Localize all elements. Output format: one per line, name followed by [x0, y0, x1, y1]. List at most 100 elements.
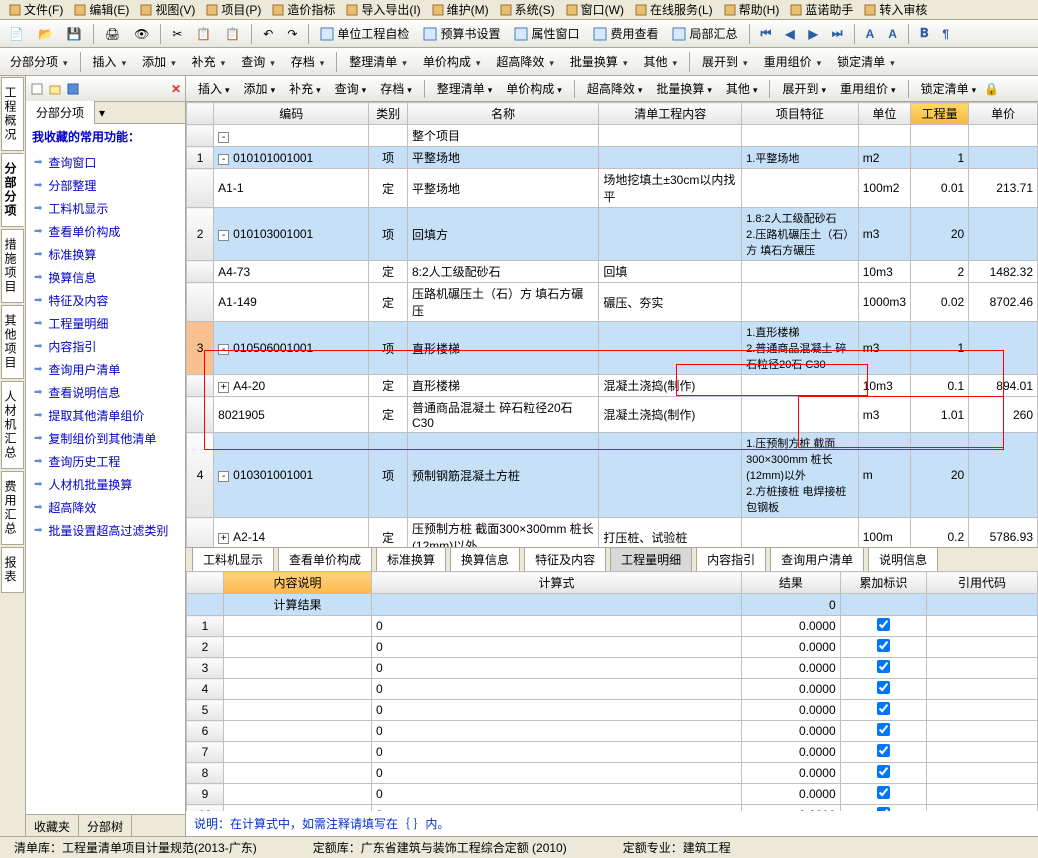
- col-header[interactable]: 清单工程内容: [599, 103, 742, 125]
- nav-icon[interactable]: A: [883, 24, 902, 44]
- drow-num[interactable]: 6: [187, 721, 224, 742]
- menu-quota[interactable]: 造价指标: [267, 0, 339, 20]
- cell-feat[interactable]: [742, 375, 859, 397]
- cell-qty[interactable]: 1: [911, 322, 969, 375]
- cell-cat[interactable]: 项: [369, 322, 408, 375]
- cell-qty[interactable]: 2: [911, 261, 969, 283]
- cell-code[interactable]: -010101001001: [214, 147, 369, 169]
- col-header[interactable]: 项目特征: [742, 103, 859, 125]
- dd-11[interactable]: 重用组价: [758, 51, 828, 72]
- nav-icon[interactable]: 𝐁: [915, 23, 933, 44]
- cell-code[interactable]: -010301001001: [214, 433, 369, 518]
- cell-qty[interactable]: 0.01: [911, 169, 969, 208]
- dd-6[interactable]: 单价构成: [417, 51, 487, 72]
- col-header[interactable]: 类别: [369, 103, 408, 125]
- menu-win[interactable]: 窗口(W): [561, 0, 628, 20]
- menu-assist[interactable]: 蓝诺助手: [785, 0, 857, 20]
- dcell-res[interactable]: 0.0000: [742, 637, 841, 658]
- cell-feat[interactable]: [742, 518, 859, 548]
- cell-name[interactable]: 预制钢筋混凝土方桩: [407, 433, 598, 518]
- dcell-calc[interactable]: 0: [372, 700, 742, 721]
- sidebar-item-6[interactable]: ➡特征及内容: [26, 289, 185, 312]
- cell-content[interactable]: 打压桩、试验桩: [599, 518, 742, 548]
- left-tab-4[interactable]: 人材机汇总: [1, 381, 24, 469]
- dcell-desc[interactable]: [224, 700, 372, 721]
- cell-price[interactable]: [969, 125, 1038, 147]
- dcell-desc[interactable]: [224, 658, 372, 679]
- sub-tab-2[interactable]: 标准换算: [376, 547, 446, 572]
- ct-8[interactable]: 批量换算: [650, 78, 718, 99]
- dcell-chk[interactable]: [840, 742, 926, 763]
- ct-4[interactable]: 存档: [374, 78, 418, 99]
- ct-11[interactable]: 重用组价: [834, 78, 902, 99]
- drow-num[interactable]: 4: [187, 679, 224, 700]
- sb-bottom-tab-1[interactable]: 分部树: [79, 815, 132, 836]
- row-num[interactable]: [187, 283, 214, 322]
- ct-6[interactable]: 单价构成: [500, 78, 568, 99]
- col-header[interactable]: 工程量: [911, 103, 969, 125]
- dcell-res[interactable]: 0.0000: [742, 679, 841, 700]
- dcell-ref[interactable]: [926, 784, 1037, 805]
- cell-cat[interactable]: [369, 125, 408, 147]
- cell-unit[interactable]: 100m: [858, 518, 910, 548]
- cell-qty[interactable]: 1: [911, 147, 969, 169]
- row-num[interactable]: 2: [187, 208, 214, 261]
- col-header[interactable]: 名称: [407, 103, 598, 125]
- sidebar-close-icon[interactable]: ✕: [171, 82, 181, 96]
- sidebar-item-8[interactable]: ➡内容指引: [26, 335, 185, 358]
- expand-icon[interactable]: -: [218, 154, 229, 165]
- sidebar-item-12[interactable]: ➡复制组价到其他清单: [26, 427, 185, 450]
- dd-9[interactable]: 其他: [637, 51, 683, 72]
- row-num[interactable]: [187, 169, 214, 208]
- sidebar-tab-caret[interactable]: ▾: [95, 106, 109, 120]
- cell-qty[interactable]: 0.1: [911, 375, 969, 397]
- sub-tab-0[interactable]: 工料机显示: [192, 547, 274, 572]
- menu-sys[interactable]: 系统(S): [495, 0, 559, 20]
- drow-num[interactable]: 3: [187, 658, 224, 679]
- cell-name[interactable]: 压预制方桩 截面300×300mm 桩长(12mm)以外: [407, 518, 598, 548]
- left-tab-3[interactable]: 其他项目: [1, 305, 24, 379]
- section-label[interactable]: 分部分项: [4, 51, 74, 72]
- left-tab-6[interactable]: 报表: [1, 547, 24, 593]
- cell-cat[interactable]: 项: [369, 208, 408, 261]
- attr-win-button[interactable]: 属性窗口: [509, 22, 584, 45]
- cell-unit[interactable]: m3: [858, 322, 910, 375]
- nav-icon[interactable]: A: [861, 24, 880, 44]
- tb-icon[interactable]: ✂: [167, 24, 187, 44]
- dcell-calc[interactable]: 0: [372, 742, 742, 763]
- nav-icon[interactable]: ⏮: [756, 23, 777, 44]
- accumulate-checkbox[interactable]: [877, 618, 890, 631]
- cell-cat[interactable]: 定: [369, 283, 408, 322]
- dcell-desc[interactable]: [224, 637, 372, 658]
- sidebar-item-9[interactable]: ➡查询用户清单: [26, 358, 185, 381]
- sub-tab-8[interactable]: 说明信息: [868, 547, 938, 572]
- cell-unit[interactable]: m: [858, 433, 910, 518]
- cell-unit[interactable]: 10m3: [858, 261, 910, 283]
- nav-icon[interactable]: ⏭: [827, 23, 848, 44]
- drow-num[interactable]: 7: [187, 742, 224, 763]
- dcell-desc[interactable]: [224, 616, 372, 637]
- tb-icon[interactable]: 👁: [129, 24, 154, 44]
- cell-content[interactable]: 场地挖填土±30cm以内找平: [599, 169, 742, 208]
- col-header[interactable]: [187, 103, 214, 125]
- sub-tab-7[interactable]: 查询用户清单: [770, 547, 864, 572]
- sub-tab-4[interactable]: 特征及内容: [524, 547, 606, 572]
- cell-price[interactable]: [969, 433, 1038, 518]
- cell-qty[interactable]: 0.2: [911, 518, 969, 548]
- dcell-calc[interactable]: 0: [372, 763, 742, 784]
- ct-12[interactable]: 锁定清单: [915, 78, 983, 99]
- dcell-desc[interactable]: [224, 763, 372, 784]
- dd-3[interactable]: 查询: [235, 51, 281, 72]
- cell-unit[interactable]: 1000m3: [858, 283, 910, 322]
- dd-1[interactable]: 添加: [136, 51, 182, 72]
- cell-code[interactable]: -010103001001: [214, 208, 369, 261]
- sidebar-open-icon[interactable]: [48, 81, 62, 96]
- cell-feat[interactable]: 1.直形楼梯 2.普通商品混凝土 碎石粒径20石 C30: [742, 322, 859, 375]
- sub-tab-1[interactable]: 查看单价构成: [278, 547, 372, 572]
- expand-icon[interactable]: -: [218, 344, 229, 355]
- ct-3[interactable]: 查询: [329, 78, 373, 99]
- sidebar-item-3[interactable]: ➡查看单价构成: [26, 220, 185, 243]
- menu-maint[interactable]: 维护(M): [427, 0, 493, 20]
- sub-tab-3[interactable]: 换算信息: [450, 547, 520, 572]
- dcell-ref[interactable]: [926, 763, 1037, 784]
